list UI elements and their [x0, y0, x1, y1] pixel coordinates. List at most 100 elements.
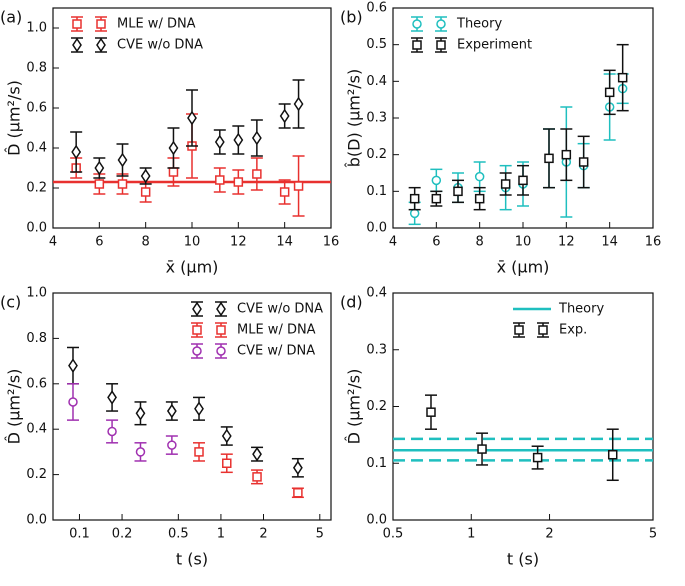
marker [607, 449, 618, 460]
marker [140, 187, 151, 197]
y-tick-label: 0.3 [366, 342, 387, 357]
x-tick-label: 2 [259, 527, 267, 542]
marker [216, 301, 226, 317]
marker [194, 401, 204, 417]
y-tick-label: 0.1 [366, 184, 387, 199]
marker [409, 193, 420, 204]
panel-label: (c) [0, 293, 21, 312]
marker [436, 19, 446, 29]
x-tick-label: 16 [645, 235, 662, 250]
marker [474, 193, 485, 204]
plot-frame [52, 292, 332, 521]
marker [293, 181, 304, 191]
x-tick-label: 1 [217, 527, 225, 542]
x-tick-label: 10 [184, 235, 201, 250]
marker [532, 452, 543, 463]
marker [71, 144, 82, 160]
marker [436, 40, 446, 50]
marker [107, 426, 117, 437]
x-tick-label: 5 [316, 527, 324, 542]
marker [233, 177, 244, 187]
marker [561, 149, 572, 160]
legend-label: MLE w/ DNA [117, 17, 196, 32]
x-tick-label: 14 [276, 235, 293, 250]
marker [94, 160, 105, 176]
x-tick-label: 8 [142, 235, 150, 250]
marker [293, 96, 304, 112]
marker [72, 37, 82, 53]
marker [292, 460, 303, 476]
y-tick-label: 1.0 [26, 286, 47, 301]
marker [96, 37, 106, 53]
marker [167, 440, 177, 450]
x-tick-label: 1 [467, 527, 475, 542]
y-tick-label: 0.5 [366, 37, 387, 52]
marker [222, 458, 232, 468]
x-tick-label: 0.2 [112, 527, 133, 542]
marker [431, 193, 442, 204]
marker [166, 403, 177, 419]
marker [500, 179, 511, 189]
x-tick-label: 0.1 [69, 527, 90, 542]
y-tick-label: 0.6 [366, 1, 387, 16]
y-tick-label: 0.6 [26, 376, 47, 391]
y-axis-label: b̂(D) (μm²/s) [345, 69, 364, 168]
legend-label: Exp. [559, 323, 587, 338]
marker [68, 358, 78, 373]
y-tick-label: 0.6 [26, 101, 47, 116]
x-tick-label: 6 [432, 235, 440, 250]
marker [216, 325, 226, 335]
marker [252, 446, 262, 462]
y-axis-label: D̂ (μm²/s) [345, 369, 364, 445]
legend-label: Theory [456, 17, 502, 32]
marker [215, 175, 225, 185]
marker [168, 167, 179, 177]
marker [135, 405, 146, 421]
x-tick-label: 2 [545, 527, 553, 542]
marker [192, 325, 202, 335]
marker [251, 130, 262, 146]
marker [94, 179, 105, 189]
marker [168, 140, 179, 156]
y-tick-label: 0.3 [366, 111, 387, 126]
marker [214, 134, 225, 150]
marker [604, 87, 615, 98]
x-tick-label: 0.5 [383, 527, 404, 542]
y-axis-label: D̂ (μm²/s) [5, 80, 24, 156]
x-tick-label: 12 [230, 235, 247, 250]
marker [117, 152, 128, 168]
marker [477, 444, 487, 454]
marker [192, 346, 202, 356]
marker [117, 179, 128, 189]
legend-label: CVE w/ DNA [237, 344, 315, 359]
x-axis-label: x̄ (μm) [497, 258, 550, 277]
y-tick-label: 0.4 [26, 422, 47, 437]
y-tick-label: 0.8 [26, 61, 47, 76]
marker [68, 397, 78, 407]
y-tick-label: 0.0 [366, 513, 387, 528]
marker [412, 19, 422, 29]
marker [538, 325, 548, 335]
marker [187, 110, 197, 126]
x-tick-label: 10 [515, 235, 532, 250]
marker [412, 40, 422, 50]
y-tick-label: 0.8 [26, 331, 47, 346]
y-tick-label: 0.4 [366, 286, 387, 301]
y-tick-label: 0.0 [366, 221, 387, 236]
y-tick-label: 0.0 [26, 513, 47, 528]
y-tick-label: 0.1 [366, 456, 387, 471]
marker [72, 19, 82, 29]
marker [194, 447, 204, 457]
marker [252, 169, 262, 179]
marker [96, 19, 106, 29]
marker [192, 301, 202, 317]
marker [453, 186, 463, 197]
marker [409, 208, 420, 219]
marker [544, 153, 554, 164]
legend-label: CVE w/o DNA [117, 38, 203, 53]
marker [474, 171, 485, 182]
marker [233, 132, 244, 148]
legend-label: Theory [558, 302, 604, 317]
y-tick-label: 0.2 [366, 399, 387, 414]
